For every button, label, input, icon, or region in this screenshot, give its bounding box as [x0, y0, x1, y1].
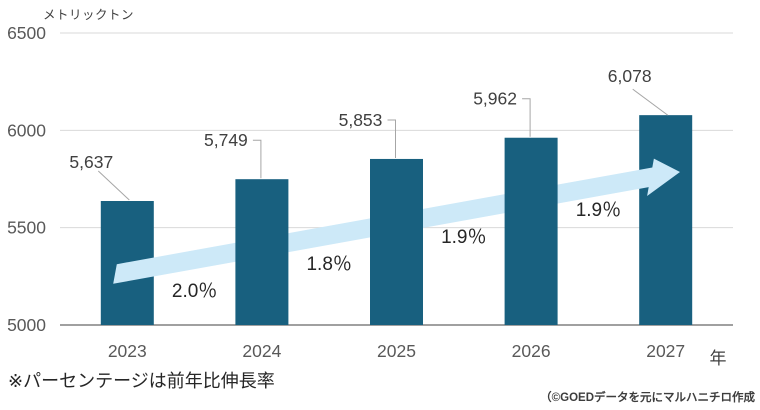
- value-label: 5,749: [204, 130, 248, 150]
- growth-rate-label: 1.8％: [306, 254, 351, 275]
- x-tick-label: 2026: [512, 341, 551, 361]
- x-tick-label: 2024: [242, 341, 281, 361]
- x-tick-label: 2025: [377, 341, 416, 361]
- growth-rate-label: 1.9％: [441, 227, 486, 248]
- footnote: ※パーセンテージは前年比伸長率: [8, 371, 275, 391]
- leader-line: [97, 170, 130, 201]
- credit-line: （©GOEDデータを元にマルハニチロ作成: [540, 392, 755, 404]
- bar-2024: [235, 179, 289, 325]
- x-tick-label: 2027: [646, 341, 685, 361]
- y-tick-label: 6000: [7, 120, 46, 140]
- bar-2026: [504, 137, 558, 325]
- leader-line: [522, 98, 531, 137]
- y-axis-unit-label: メトリックトン: [43, 8, 135, 22]
- leader-line: [632, 88, 668, 116]
- value-label: 5,853: [339, 110, 383, 130]
- x-axis-unit-label: 年: [710, 349, 727, 368]
- growth-rate-label: 1.9％: [576, 200, 621, 221]
- y-tick-label: 6500: [7, 23, 46, 43]
- bar-2027: [639, 115, 693, 326]
- y-tick-label: 5500: [7, 218, 46, 238]
- value-label: 5,962: [473, 89, 517, 109]
- growth-rate-label: 2.0％: [172, 281, 217, 302]
- leader-line: [252, 139, 262, 179]
- value-label: 5,637: [69, 152, 113, 172]
- y-tick-label: 5000: [7, 315, 46, 335]
- leader-line: [387, 119, 396, 158]
- x-tick-label: 2023: [108, 341, 147, 361]
- value-label: 6,078: [608, 66, 652, 86]
- bar-2025: [370, 158, 423, 325]
